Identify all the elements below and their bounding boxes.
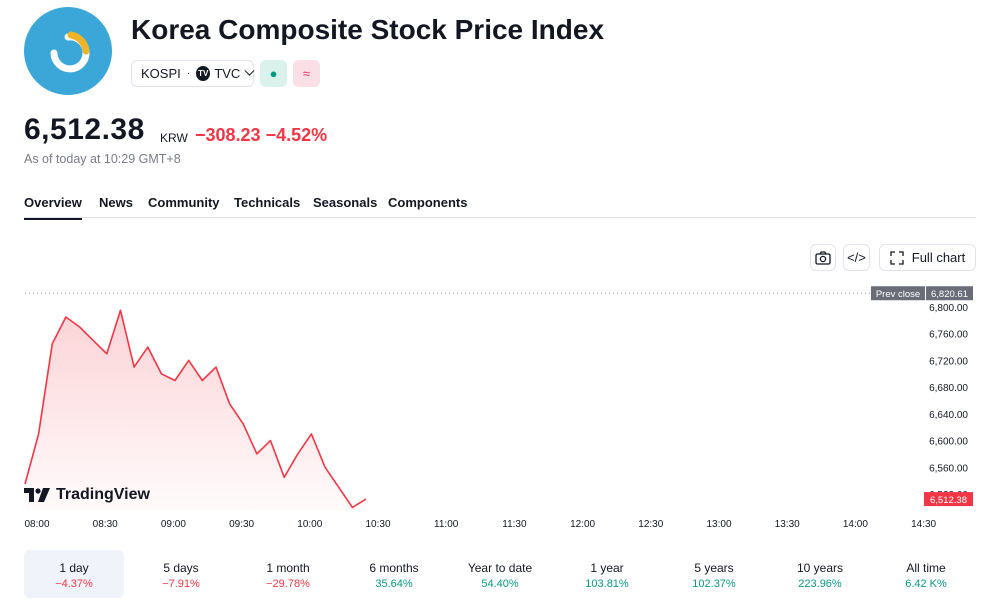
camera-icon — [815, 250, 831, 265]
range-label: Year to date — [467, 561, 533, 575]
x-tick-label: 08:00 — [24, 519, 49, 530]
full-chart-label: Full chart — [911, 250, 966, 265]
x-tick-label: 11:30 — [502, 519, 527, 530]
range-value: −29.78% — [266, 578, 310, 590]
as-of-timestamp: As of today at 10:29 GMT+8 — [24, 152, 181, 166]
range-value: −7.91% — [162, 578, 200, 590]
x-tick-label: 14:00 — [843, 519, 868, 530]
y-tick-label: 6,600.00 — [929, 437, 968, 448]
symbol-tabs: Overview News Community Technicals Seaso… — [24, 186, 976, 220]
prev-close-tag — [871, 286, 925, 301]
range-label: 5 years — [694, 561, 734, 575]
range-label: 10 years — [796, 561, 844, 575]
x-tick-label: 10:30 — [365, 519, 390, 530]
tab-technicals[interactable]: Technicals — [234, 195, 301, 210]
price-area — [25, 310, 366, 510]
embed-button[interactable]: </> — [843, 244, 870, 271]
price-change: −308.23 −4.52% — [195, 125, 327, 146]
x-tick-label: 13:30 — [775, 519, 800, 530]
range-all-time[interactable]: All time 6.42 K% — [876, 550, 976, 598]
range-1-month[interactable]: 1 month −29.78% — [238, 550, 338, 598]
exchange-selector[interactable]: KOSPI · TV TVC — [131, 60, 255, 87]
x-tick-label: 14:30 — [911, 519, 936, 530]
tab-seasonals[interactable]: Seasonals — [313, 195, 378, 210]
tradingview-watermark: TradingView — [24, 486, 150, 504]
range-5-years[interactable]: 5 years 102.37% — [664, 550, 764, 598]
range-10-years[interactable]: 10 years 223.96% — [770, 550, 870, 598]
x-tick-label: 10:00 — [297, 519, 322, 530]
range-label: 5 days — [163, 561, 199, 575]
range-label: 6 months — [369, 561, 419, 575]
x-tick-label: 12:30 — [638, 519, 663, 530]
tab-overview[interactable]: Overview — [24, 195, 82, 220]
y-tick-label: 6,640.00 — [929, 410, 968, 421]
x-tick-label: 08:30 — [93, 519, 118, 530]
y-tick-label: 6,800.00 — [929, 303, 968, 314]
performance-ranges: 1 day −4.37% 5 days −7.91% 1 month −29.7… — [24, 550, 976, 598]
x-tick-label: 09:00 — [161, 519, 186, 530]
range-year-to-date[interactable]: Year to date 54.40% — [450, 550, 550, 598]
last-price-value: 6,512.38 — [930, 495, 967, 506]
range-value: 102.37% — [692, 578, 736, 590]
y-tick-label: 6,680.00 — [929, 383, 968, 394]
snapshot-button[interactable] — [810, 244, 836, 271]
separator-dot: · — [186, 68, 191, 79]
range-5-days[interactable]: 5 days −7.91% — [131, 550, 231, 598]
fundamentals-badge[interactable]: ≈ — [293, 60, 320, 87]
range-1-day[interactable]: 1 day −4.37% — [24, 550, 124, 598]
range-1-year[interactable]: 1 year 103.81% — [557, 550, 657, 598]
y-tick-label: 6,760.00 — [929, 330, 968, 341]
range-label: 1 month — [266, 561, 310, 575]
symbol-label: KOSPI — [141, 66, 181, 81]
change-value: −308.23 — [195, 125, 261, 145]
range-value: 223.96% — [798, 578, 842, 590]
price-chart[interactable]: 6,800.00 6,760.00 6,720.00 6,680.00 6,640.00… — [0, 280, 1000, 535]
range-value: 6.42 K% — [905, 578, 947, 590]
y-tick-label: 6,720.00 — [929, 356, 968, 367]
code-icon: </> — [847, 250, 866, 265]
x-tick-label: 09:30 — [229, 519, 254, 530]
change-percent: −4.52% — [265, 125, 328, 145]
chevron-down-icon — [244, 65, 255, 76]
tab-news[interactable]: News — [99, 195, 133, 210]
tab-community[interactable]: Community — [148, 195, 220, 210]
range-value: 103.81% — [585, 578, 629, 590]
fullscreen-icon — [890, 250, 904, 265]
range-value: 54.40% — [481, 578, 519, 590]
last-price: 6,512.38 — [24, 113, 145, 146]
x-tick-label: 12:00 — [570, 519, 595, 530]
range-value: −4.37% — [55, 578, 93, 590]
prev-close-value: 6,820.61 — [931, 289, 968, 300]
page-title: Korea Composite Stock Price Index — [131, 14, 605, 45]
market-open-badge[interactable]: ● — [260, 60, 287, 87]
price-line — [24, 309, 367, 509]
exchange-label: TVC — [214, 66, 241, 81]
x-tick-label: 13:00 — [706, 519, 731, 530]
prev-close-value-tag — [926, 286, 973, 301]
tradingview-exchange-icon: TV — [196, 66, 211, 81]
currency-label: KRW — [160, 131, 188, 145]
range-value: 35.64% — [375, 578, 413, 590]
y-tick-label: 6,560.00 — [929, 463, 968, 474]
tab-components[interactable]: Components — [388, 195, 468, 210]
kospi-logo-icon — [24, 7, 112, 95]
x-tick-label: 11:00 — [434, 519, 459, 530]
range-label: 1 day — [59, 561, 89, 575]
last-price-tag — [924, 492, 973, 507]
range-label: All time — [906, 561, 946, 575]
prev-close-label: Prev close — [876, 289, 920, 300]
tradingview-logo-icon — [24, 488, 50, 502]
range-6-months[interactable]: 6 months 35.64% — [344, 550, 444, 598]
tradingview-wordmark: TradingView — [56, 486, 150, 503]
full-chart-button[interactable]: Full chart — [879, 244, 976, 271]
range-label: 1 year — [590, 561, 624, 575]
